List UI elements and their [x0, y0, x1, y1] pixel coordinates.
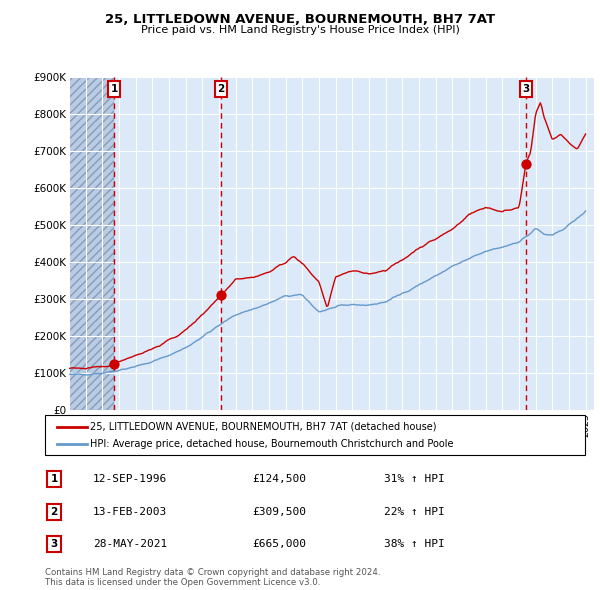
- Text: Contains HM Land Registry data © Crown copyright and database right 2024.
This d: Contains HM Land Registry data © Crown c…: [45, 568, 380, 587]
- Point: [216, 291, 226, 300]
- Text: 1: 1: [50, 474, 58, 484]
- Point: [109, 359, 119, 369]
- Text: 2: 2: [50, 507, 58, 517]
- Text: HPI: Average price, detached house, Bournemouth Christchurch and Poole: HPI: Average price, detached house, Bour…: [90, 439, 454, 449]
- Text: 2: 2: [217, 84, 224, 94]
- Text: £124,500: £124,500: [252, 474, 306, 484]
- Text: 22% ↑ HPI: 22% ↑ HPI: [384, 507, 445, 517]
- Bar: [69, 77, 114, 410]
- Text: 38% ↑ HPI: 38% ↑ HPI: [384, 539, 445, 549]
- Text: 12-SEP-1996: 12-SEP-1996: [93, 474, 167, 484]
- Text: £309,500: £309,500: [252, 507, 306, 517]
- Text: 3: 3: [50, 539, 58, 549]
- Text: 3: 3: [522, 84, 529, 94]
- Text: 25, LITTLEDOWN AVENUE, BOURNEMOUTH, BH7 7AT (detached house): 25, LITTLEDOWN AVENUE, BOURNEMOUTH, BH7 …: [90, 422, 437, 432]
- Text: £665,000: £665,000: [252, 539, 306, 549]
- Text: Price paid vs. HM Land Registry's House Price Index (HPI): Price paid vs. HM Land Registry's House …: [140, 25, 460, 35]
- Text: 31% ↑ HPI: 31% ↑ HPI: [384, 474, 445, 484]
- Text: 13-FEB-2003: 13-FEB-2003: [93, 507, 167, 517]
- Text: 25, LITTLEDOWN AVENUE, BOURNEMOUTH, BH7 7AT: 25, LITTLEDOWN AVENUE, BOURNEMOUTH, BH7 …: [105, 13, 495, 26]
- Text: 1: 1: [110, 84, 118, 94]
- Point: [521, 159, 530, 169]
- Text: 28-MAY-2021: 28-MAY-2021: [93, 539, 167, 549]
